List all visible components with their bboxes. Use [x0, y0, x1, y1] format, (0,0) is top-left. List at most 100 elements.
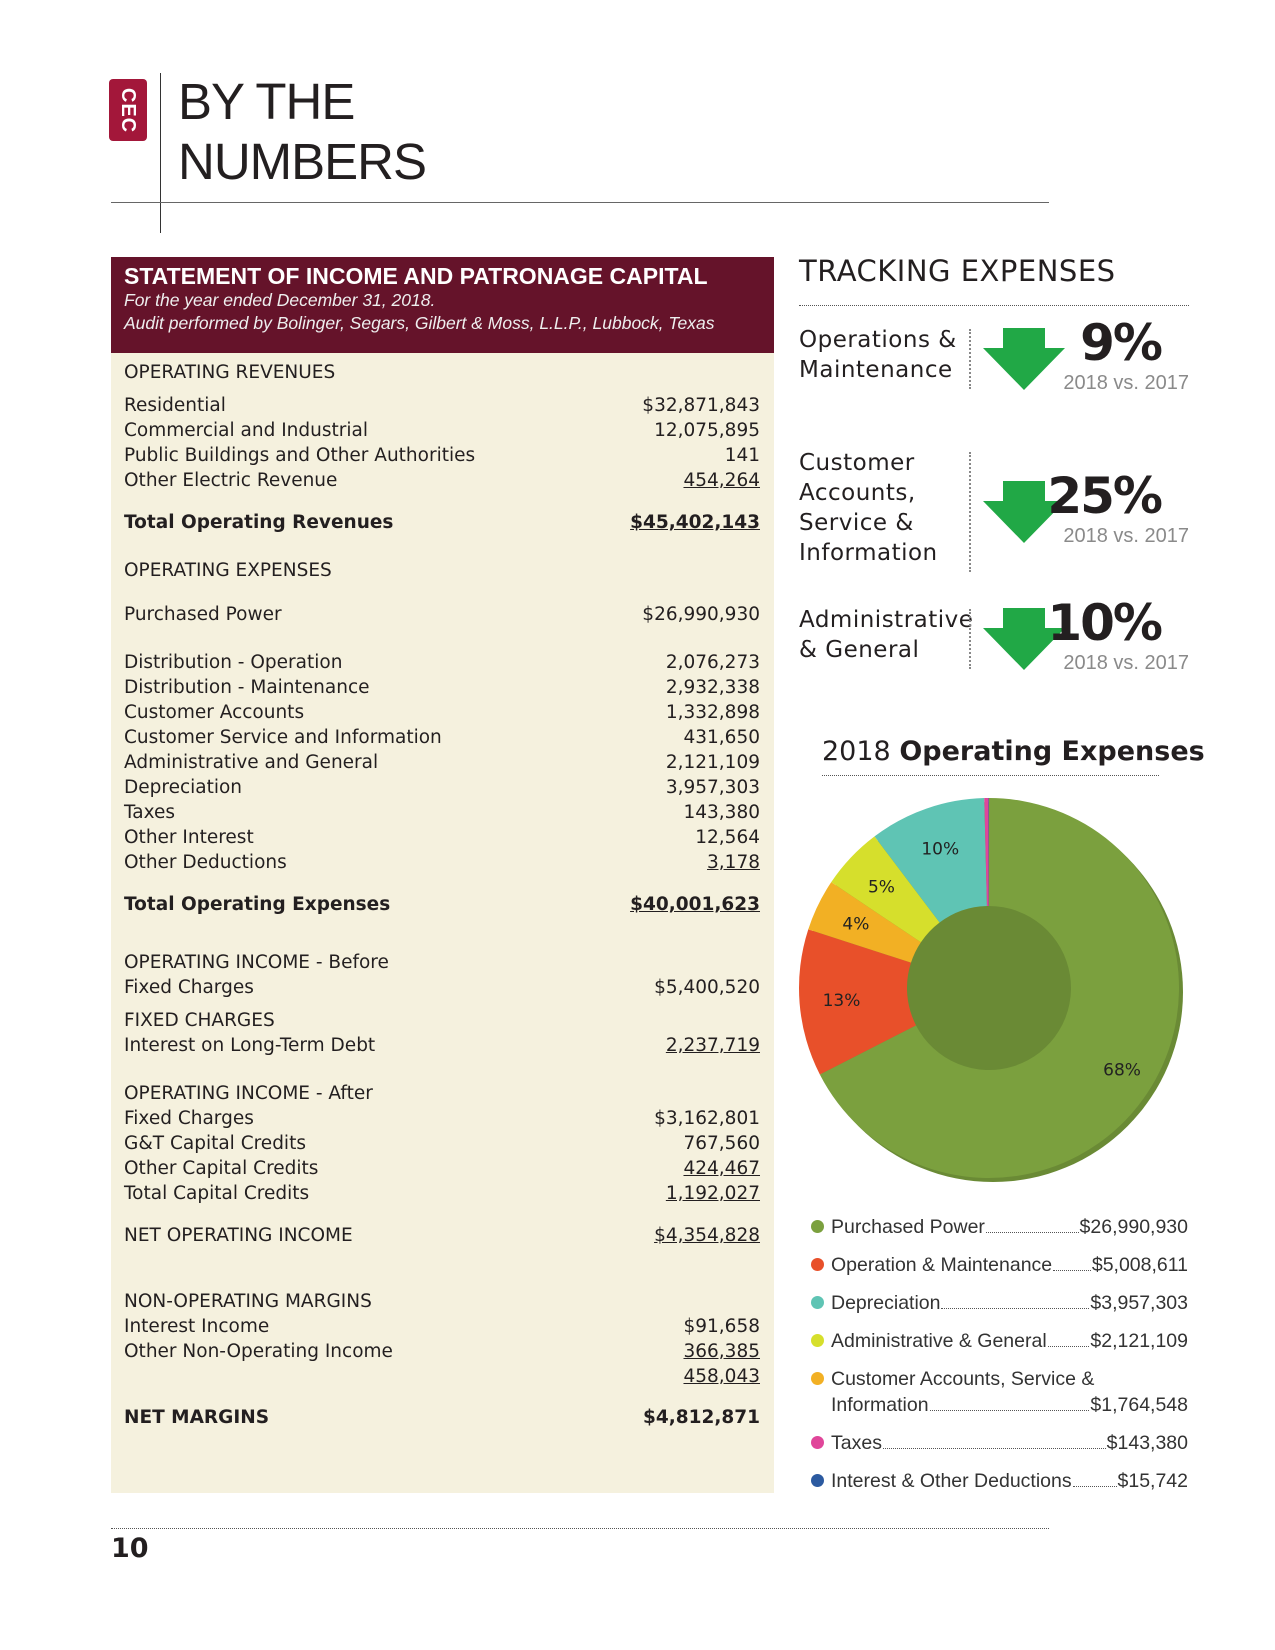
down-arrow-icon: [983, 328, 1065, 390]
table-row: Commercial and Industrial 12,075,895: [124, 418, 764, 443]
table-row: Other Interest 12,564: [124, 825, 764, 850]
row-label: Administrative and General: [124, 752, 379, 773]
row-label: OPERATING EXPENSES: [124, 560, 332, 581]
statement-subtitle-audit: Audit performed by Bolinger, Segars, Gil…: [124, 313, 715, 333]
row-value: 767,560: [683, 1133, 760, 1154]
legend-swatch: [811, 1372, 824, 1385]
table-row: Other Deductions 3,178: [124, 850, 764, 875]
donut-slice-customer-accounts-service-information: [808, 882, 921, 963]
legend-item: Customer Accounts, Service & Information $…: [808, 1366, 1188, 1418]
vertical-rule: [160, 73, 161, 233]
row-label: NON-OPERATING MARGINS: [124, 1291, 372, 1312]
legend-item: Purchased Power $26,990,930: [808, 1214, 1188, 1240]
legend-label: Information: [831, 1394, 929, 1416]
table-row: Customer Accounts 1,332,898: [124, 700, 764, 725]
statement-block: FIXED CHARGES Interest on Long-Term Debt 2…: [124, 1008, 764, 1058]
row-value: 143,380: [683, 802, 760, 823]
row-value: 2,932,338: [665, 677, 760, 698]
header-rule: [111, 202, 1049, 203]
table-row: 458,043: [124, 1364, 764, 1389]
leader-dots: [985, 1231, 1079, 1233]
row-value: 12,075,895: [654, 420, 760, 441]
legend-item: Interest & Other Deductions $15,742: [808, 1468, 1188, 1494]
chart-title-rule: [822, 775, 1159, 776]
tracking-label: Customer Accounts, Service & Information: [799, 450, 938, 566]
statement-block: Total Operating Revenues $45,402,143: [124, 510, 764, 535]
tracking-comparison: 2018 vs. 2017: [1063, 525, 1189, 547]
legend-label: Administrative & General: [831, 1330, 1047, 1352]
legend-item: Operation & Maintenance $5,008,611: [808, 1252, 1188, 1278]
legend-value: $3,957,303: [1090, 1292, 1188, 1314]
row-label: Other Non-Operating Income: [124, 1341, 393, 1362]
row-value: 458,043: [683, 1366, 760, 1387]
row-label: Total Operating Revenues: [124, 512, 394, 533]
donut-chart: 68% 13% 4% 5% 10%: [799, 798, 1183, 1182]
table-row: OPERATING REVENUES: [124, 360, 764, 385]
table-row: Purchased Power $26,990,930: [124, 602, 764, 627]
statement-panel: [111, 257, 774, 1493]
row-label: Distribution - Maintenance: [124, 677, 370, 698]
cec-logo: CEC: [109, 79, 147, 141]
row-value: 366,385: [683, 1341, 760, 1362]
table-row: Total Operating Expenses $40,001,623: [124, 892, 764, 917]
tracking-label: Operations & Maintenance: [799, 327, 957, 383]
statement-block: OPERATING INCOME - After Fixed Charges $3,…: [124, 1081, 764, 1206]
tracking-separator: [969, 609, 971, 669]
legend-swatch: [811, 1474, 824, 1487]
row-value: 2,237,719: [665, 1035, 760, 1056]
row-value: 431,650: [683, 727, 760, 748]
row-value: [760, 558, 764, 583]
row-value: 1,192,027: [665, 1183, 760, 1204]
legend-label: Customer Accounts, Service &: [831, 1368, 1095, 1390]
tracking-change: 25%: [1047, 467, 1163, 525]
row-label: OPERATING REVENUES: [124, 362, 336, 383]
legend-label: Purchased Power: [831, 1216, 985, 1238]
row-value: $4,812,871: [642, 1407, 760, 1428]
row-value: 3,957,303: [665, 777, 760, 798]
page-number: 10: [111, 1533, 149, 1564]
table-row: Administrative and General 2,121,109: [124, 750, 764, 775]
legend-label: Depreciation: [831, 1292, 941, 1314]
row-label: Commercial and Industrial: [124, 420, 368, 441]
table-row: Other Non-Operating Income 366,385: [124, 1339, 764, 1364]
logo-text: CEC: [117, 87, 140, 133]
row-value: $4,354,828: [654, 1225, 760, 1246]
row-label: OPERATING INCOME - Before: [124, 952, 389, 973]
statement-subtitle-period: For the year ended December 31, 2018.: [124, 290, 436, 310]
footer-rule: [111, 1528, 1049, 1529]
row-value: [760, 360, 764, 385]
leader-dots: [1047, 1345, 1090, 1347]
row-value: $40,001,623: [630, 894, 760, 915]
table-row: NET OPERATING INCOME $4,354,828: [124, 1223, 764, 1248]
legend-label: Operation & Maintenance: [831, 1254, 1053, 1276]
table-row: FIXED CHARGES: [124, 1008, 764, 1033]
legend-value: $26,990,930: [1079, 1216, 1188, 1238]
page-title: BY THE NUMBERS: [178, 72, 427, 192]
statement-header: STATEMENT OF INCOME AND PATRONAGE CAPITA…: [111, 257, 774, 353]
row-label: Customer Accounts: [124, 702, 305, 723]
statement-block: Distribution - Operation 2,076,273 Distrib…: [124, 650, 764, 875]
row-label: Distribution - Operation: [124, 652, 343, 673]
chart-title-main: Operating Expenses: [899, 736, 1205, 767]
table-row: OPERATING INCOME - Before: [124, 950, 764, 975]
tracking-label: Administrative & General: [799, 607, 974, 663]
table-row: NON-OPERATING MARGINS: [124, 1289, 764, 1314]
leader-dots: [1053, 1269, 1091, 1271]
legend-value: $143,380: [1106, 1432, 1188, 1454]
row-label: Residential: [124, 395, 226, 416]
row-value: 141: [724, 445, 760, 466]
table-row: Total Operating Revenues $45,402,143: [124, 510, 764, 535]
legend-value: $2,121,109: [1090, 1330, 1188, 1352]
table-row: NET MARGINS $4,812,871: [124, 1405, 764, 1430]
statement-block: Total Operating Expenses $40,001,623: [124, 892, 764, 917]
tracking-comparison: 2018 vs. 2017: [1063, 652, 1189, 674]
statement-block: NET OPERATING INCOME $4,354,828: [124, 1223, 764, 1248]
row-value: 3,178: [707, 852, 760, 873]
statement-block: OPERATING INCOME - Before Fixed Charges $5…: [124, 950, 764, 1000]
slice-label: 5%: [868, 877, 895, 897]
legend-swatch: [811, 1258, 824, 1271]
legend-item: Administrative & General $2,121,109: [808, 1328, 1188, 1354]
legend-value: $5,008,611: [1091, 1254, 1188, 1276]
row-label: Total Operating Expenses: [124, 894, 391, 915]
row-value: 454,264: [683, 470, 760, 491]
